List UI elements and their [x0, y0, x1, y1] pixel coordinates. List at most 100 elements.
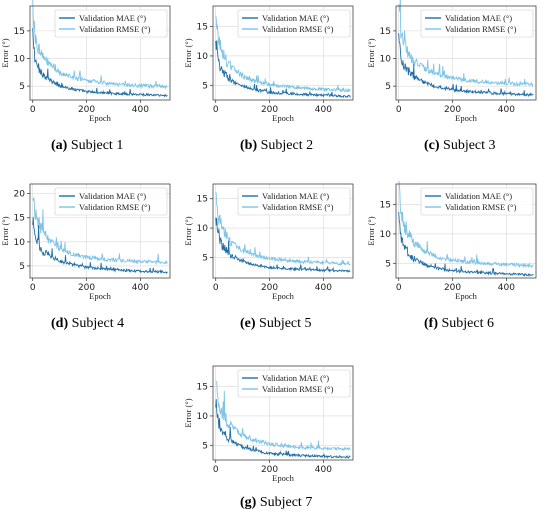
axes-frame — [29, 5, 171, 101]
legend-label-mae: Validation MAE (°) — [79, 13, 146, 23]
axes-frame — [212, 365, 354, 461]
series-line-mae — [398, 33, 534, 98]
legend-label-rmse: Validation RMSE (°) — [79, 202, 151, 212]
y-axis-label: Error (°) — [366, 216, 376, 245]
chart-panel-f: 0 200 400 5 10 15 Epoch Error (°) Validation MAE… — [366, 178, 550, 338]
caption-text-f: Subject 6 — [438, 316, 495, 331]
caption-e: (e) Subject 5 — [240, 316, 312, 332]
legend-box — [420, 187, 534, 216]
legend-box — [237, 9, 351, 38]
x-axis-label: Epoch — [89, 291, 111, 301]
series-line-mae — [215, 399, 351, 460]
chart-panel-a: 0 200 400 5 10 15 Epoch Error (°) Validation MAE… — [0, 0, 183, 160]
series-line-rmse — [398, 0, 534, 88]
caption-c: (c) Subject 3 — [424, 138, 496, 154]
y-tick-label-2: 15 — [380, 27, 391, 37]
y-axis-label: Error (°) — [183, 216, 193, 245]
x-tick-label-0: 0 — [30, 283, 36, 293]
series-line-rmse — [215, 191, 351, 266]
axes-frame — [29, 183, 171, 279]
series-line-mae — [32, 28, 168, 98]
series-line-rmse — [32, 197, 168, 266]
y-tick-label-0: 5 — [19, 262, 25, 272]
y-tick-label-2: 15 — [14, 27, 25, 37]
x-tick-label-2: 400 — [315, 465, 332, 475]
chart-panel-d: 0 200 400 5 10 15 20 Epoch Error (°) Validation M… — [0, 178, 183, 338]
chart-panel-g: 0 200 400 5 10 15 Epoch Error (°) Validation MAE… — [183, 360, 366, 515]
chart-panel-c: 0 200 400 5 10 15 Epoch Error (°) Validation MAE… — [366, 0, 550, 160]
chart-svg-e: 0 200 400 5 10 15 Epoch Error (°) Validation MAE… — [183, 183, 354, 301]
x-tick-label-2: 400 — [315, 283, 332, 293]
chart-svg-c: 0 200 400 5 10 15 Epoch Error (°) Validation MAE… — [366, 0, 537, 123]
y-tick-label-2: 15 — [197, 383, 208, 393]
y-axis-label: Error (°) — [0, 216, 10, 245]
chart-svg-b: 0 200 400 5 10 15 Epoch Error (°) Validation MAE… — [183, 5, 354, 123]
legend-label-mae: Validation MAE (°) — [262, 373, 329, 383]
x-axis-label: Epoch — [455, 291, 477, 301]
y-tick-label-2: 15 — [197, 195, 208, 205]
axes-frame — [395, 5, 537, 101]
legend-label-rmse: Validation RMSE (°) — [445, 202, 517, 212]
legend-label-rmse: Validation RMSE (°) — [262, 202, 334, 212]
y-tick-label-2: 15 — [197, 23, 208, 33]
legend-label-rmse: Validation RMSE (°) — [262, 384, 334, 394]
y-axis-label: Error (°) — [0, 38, 10, 67]
caption-text-c: Subject 3 — [439, 138, 496, 153]
y-tick-label-2: 15 — [14, 214, 25, 224]
y-tick-label-1: 10 — [14, 238, 26, 248]
series-line-mae — [215, 217, 351, 273]
x-tick-label-0: 0 — [30, 105, 36, 115]
caption-g: (g) Subject 7 — [240, 495, 312, 511]
chart-panel-b: 0 200 400 5 10 15 Epoch Error (°) Validation MAE… — [183, 0, 366, 160]
y-axis-label: Error (°) — [366, 38, 376, 67]
x-axis-label: Epoch — [89, 113, 111, 123]
x-tick-label-0: 0 — [213, 105, 219, 115]
caption-text-g: Subject 7 — [256, 495, 313, 510]
x-tick-label-2: 400 — [315, 105, 332, 115]
legend-box — [237, 369, 351, 398]
y-tick-label-0: 5 — [19, 82, 25, 92]
legend-label-rmse: Validation RMSE (°) — [262, 24, 334, 34]
caption-letter-e: (e) — [240, 316, 256, 331]
y-tick-label-1: 10 — [380, 230, 392, 240]
caption-text-b: Subject 2 — [257, 138, 314, 153]
caption-b: (b) Subject 2 — [240, 138, 313, 154]
y-axis-label: Error (°) — [183, 398, 193, 427]
series-line-mae — [398, 211, 534, 278]
caption-letter-g: (g) — [240, 495, 257, 510]
series-line-rmse — [215, 380, 351, 452]
legend-label-rmse: Validation RMSE (°) — [79, 24, 151, 34]
legend-box — [54, 9, 168, 38]
x-tick-label-0: 0 — [396, 105, 402, 115]
caption-text-a: Subject 1 — [67, 138, 124, 153]
legend-box — [54, 187, 168, 216]
y-tick-label-1: 10 — [14, 55, 26, 65]
legend-label-rmse: Validation RMSE (°) — [445, 24, 517, 34]
y-tick-label-1: 10 — [380, 55, 392, 65]
y-tick-label-0: 5 — [202, 253, 208, 263]
caption-letter-d: (d) — [51, 316, 69, 331]
x-tick-label-1: 200 — [261, 283, 278, 293]
x-tick-label-2: 400 — [132, 105, 149, 115]
legend-label-mae: Validation MAE (°) — [445, 13, 512, 23]
y-tick-label-0: 5 — [202, 441, 208, 451]
y-tick-label-0: 5 — [385, 82, 391, 92]
chart-svg-g: 0 200 400 5 10 15 Epoch Error (°) Validation MAE… — [183, 365, 354, 483]
chart-svg-a: 0 200 400 5 10 15 Epoch Error (°) Validation MAE… — [0, 0, 171, 123]
caption-a: (a) Subject 1 — [51, 138, 123, 154]
x-tick-label-1: 200 — [261, 105, 278, 115]
series-line-rmse — [215, 15, 351, 93]
x-tick-label-1: 200 — [444, 105, 461, 115]
x-axis-label: Epoch — [272, 113, 294, 123]
series-line-rmse — [32, 0, 168, 90]
y-tick-label-1: 10 — [197, 412, 209, 422]
x-tick-label-2: 400 — [498, 283, 515, 293]
chart-svg-f: 0 200 400 5 10 15 Epoch Error (°) Validation MAE… — [366, 180, 537, 301]
y-tick-label-0: 5 — [385, 259, 391, 269]
legend-label-mae: Validation MAE (°) — [262, 13, 329, 23]
y-tick-label-2: 15 — [380, 201, 391, 211]
x-tick-label-0: 0 — [396, 283, 402, 293]
caption-f: (f) Subject 6 — [424, 316, 494, 332]
y-axis-label: Error (°) — [183, 38, 193, 67]
x-tick-label-1: 200 — [78, 105, 95, 115]
